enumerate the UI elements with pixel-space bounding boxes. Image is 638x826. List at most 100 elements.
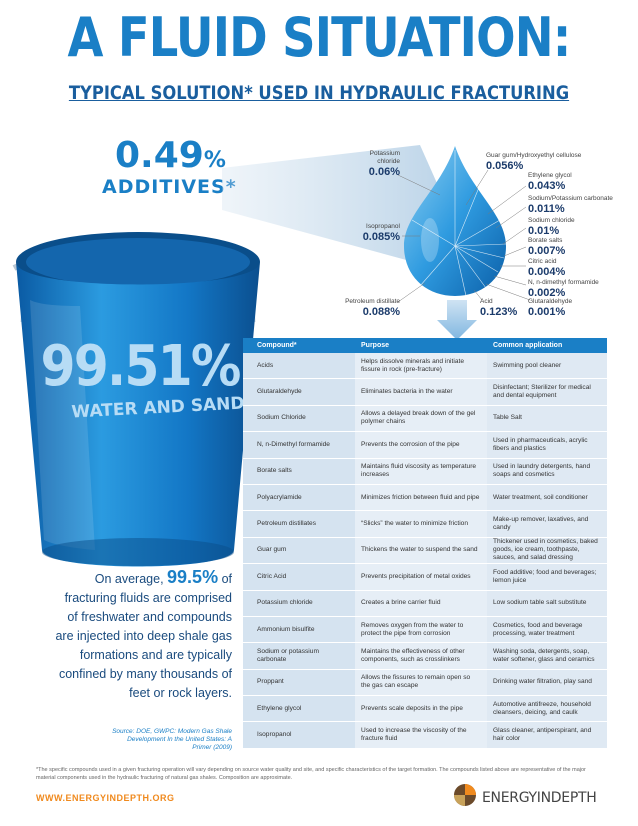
cell-purpose: Creates a brine carrier fluid — [355, 590, 487, 617]
callout-value: 0.007% — [528, 245, 566, 257]
table-body: Acids Helps dissolve minerals and initiat… — [243, 353, 607, 749]
cell-application: Thickener used in cosmetics, baked goods… — [487, 537, 607, 565]
table-row: Proppant Allows the fissures to remain op… — [243, 669, 607, 697]
cell-compound: Proppant — [243, 669, 355, 697]
column-header-purpose: Purpose — [355, 338, 487, 353]
cell-purpose: Maintains fluid viscosity as temperature… — [355, 458, 487, 485]
additives-percent: 0.49% — [115, 136, 226, 181]
callout-label: Potassium chloride — [369, 150, 400, 165]
callout-potassium-chloride: Potassium chloride 0.06% — [356, 150, 400, 178]
cell-purpose: Minimizes friction between fluid and pip… — [355, 484, 487, 512]
column-header-application: Common application — [487, 338, 607, 353]
callout-borate-salts: Borate salts 0.007% — [528, 237, 618, 257]
cell-purpose: Used to increase the viscosity of the fr… — [355, 721, 487, 749]
callout-citric-acid: Citric acid 0.004% — [528, 258, 618, 278]
table-header-row: Compound* Purpose Common application — [243, 338, 607, 353]
table-row: Polyacrylamide Minimizes friction between… — [243, 484, 607, 512]
cell-purpose: Maintains the effectiveness of other com… — [355, 642, 487, 670]
callout-label: Petroleum distillate — [345, 298, 400, 305]
cell-compound: Sodium or potassium carbonate — [243, 642, 355, 670]
cell-application: Water treatment, soil conditioner — [487, 484, 607, 512]
energy-in-depth-logo-icon — [454, 784, 476, 806]
compound-table: Compound* Purpose Common application Aci… — [243, 338, 607, 749]
table-row: Borate salts Maintains fluid viscosity as… — [243, 458, 607, 485]
cell-purpose: Helps dissolve minerals and initiate fis… — [355, 353, 487, 380]
callout-guar-gum: Guar gum/Hydroxyethyl cellulose 0.056% — [486, 152, 596, 172]
logo-text: ENERGYINDEPTH — [482, 790, 597, 806]
cell-purpose: Allows the fissures to remain open so th… — [355, 669, 487, 697]
table-row: Sodium or potassium carbonate Maintains t… — [243, 642, 607, 670]
bucket-percent: 99.51% — [40, 334, 241, 399]
callout-value: 0.004% — [528, 266, 566, 278]
callout-value: 0.043% — [528, 180, 566, 192]
cell-purpose: Thickens the water to suspend the sand — [355, 537, 487, 565]
cell-application: Swimming pool cleaner — [487, 353, 607, 380]
average-body: of fracturing fluids are comprised of fr… — [55, 572, 232, 700]
cell-purpose: Prevents scale deposits in the pipe — [355, 695, 487, 723]
cell-compound: Borate salts — [243, 458, 355, 485]
callout-value: 0.002% — [528, 287, 566, 299]
cell-application: Used in pharmaceuticals, acrylic fibers … — [487, 431, 607, 459]
cell-purpose: Allows a delayed break down of the gel p… — [355, 405, 487, 433]
callout-value: 0.085% — [362, 231, 400, 243]
callout-label: Borate salts — [528, 237, 563, 244]
callout-label: Guar gum/Hydroxyethyl cellulose — [486, 152, 582, 159]
source-citation: Source: DOE, GWPC: Modern Gas Shale Deve… — [112, 728, 232, 751]
cell-compound: Potassium chloride — [243, 590, 355, 617]
cell-application: Cosmetics, food and beverage processing,… — [487, 616, 607, 644]
callout-label: Citric acid — [528, 258, 557, 265]
cell-purpose: Eliminates bacteria in the water — [355, 378, 487, 406]
cell-compound: Sodium Chloride — [243, 405, 355, 433]
callout-label: N, n-dimethyl formamide — [528, 279, 599, 286]
average-highlight: 99.5% — [167, 567, 219, 587]
table-row: Potassium chloride Creates a brine carrie… — [243, 590, 607, 617]
cell-compound: Petroleum distillates — [243, 510, 355, 538]
cell-application: Glass cleaner, antiperspirant, and hair … — [487, 721, 607, 749]
leader-lines — [397, 169, 531, 303]
cell-application: Automotive antifreeze, household cleanse… — [487, 695, 607, 723]
callout-value: 0.011% — [528, 203, 565, 215]
cell-application: Used in laundry detergents, hand soaps a… — [487, 458, 607, 485]
callout-label: Isopropanol — [366, 223, 400, 230]
cell-purpose: Prevents the corrosion of the pipe — [355, 431, 487, 459]
website-link[interactable]: WWW.ENERGYINDEPTH.ORG — [36, 793, 175, 803]
callout-value: 0.001% — [528, 306, 566, 318]
table-row: Guar gum Thickens the water to suspend th… — [243, 537, 607, 565]
table-row: Acids Helps dissolve minerals and initiat… — [243, 353, 607, 380]
cell-application: Drinking water filtration, play sand — [487, 669, 607, 697]
table-row: Ammonium bisulfite Removes oxygen from th… — [243, 616, 607, 644]
callout-label: Acid — [480, 298, 493, 305]
cell-purpose: “Slicks” the water to minimize friction — [355, 510, 487, 538]
table-row: N, n-Dimethyl formamide Prevents the corr… — [243, 431, 607, 459]
table-row: Citric Acid Prevents precipitation of met… — [243, 563, 607, 591]
callout-value: 0.06% — [368, 166, 400, 178]
callout-acid: Acid 0.123% — [480, 298, 520, 318]
callout-label: Ethylene glycol — [528, 172, 572, 179]
table-row: Ethylene glycol Prevents scale deposits i… — [243, 695, 607, 723]
table-row: Isopropanol Used to increase the viscosit… — [243, 721, 607, 749]
average-statement: On average, 99.5% of fracturing fluids a… — [52, 568, 232, 703]
callout-value: 0.056% — [486, 160, 524, 172]
cell-purpose: Removes oxygen from the water to protect… — [355, 616, 487, 644]
additives-unit: % — [203, 148, 226, 173]
callout-petroleum-distillate: Petroleum distillate 0.088% — [330, 298, 400, 318]
table-row: Glutaraldehyde Eliminates bacteria in the… — [243, 378, 607, 406]
cell-compound: Isopropanol — [243, 721, 355, 749]
callout-sodium-potassium-carbonate: Sodium/Potassium carbonate 0.011% — [528, 195, 628, 215]
callout-ethylene-glycol: Ethylene glycol 0.043% — [528, 172, 618, 192]
cell-application: Food additive; food and beverages; lemon… — [487, 563, 607, 591]
table-row: Petroleum distillates “Slicks” the water … — [243, 510, 607, 538]
average-prefix: On average, — [94, 572, 164, 586]
cell-application: Make-up remover, laxatives, and candy — [487, 510, 607, 538]
cell-compound: Ammonium bisulfite — [243, 616, 355, 644]
additives-value: 0.49 — [115, 135, 204, 176]
callout-sodium-chloride: Sodium chloride 0.01% — [528, 217, 618, 237]
cell-compound: Polyacrylamide — [243, 484, 355, 512]
callout-label: Sodium/Potassium carbonate — [528, 195, 613, 202]
table-row: Sodium Chloride Allows a delayed break do… — [243, 405, 607, 433]
cell-application: Low sodium table salt substitute — [487, 590, 607, 617]
cell-application: Disinfectant; Sterilizer for medical and… — [487, 378, 607, 406]
callout-value: 0.01% — [528, 225, 560, 237]
cell-compound: Guar gum — [243, 537, 355, 565]
